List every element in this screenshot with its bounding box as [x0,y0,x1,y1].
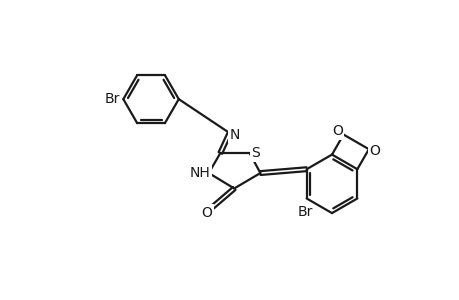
Text: Br: Br [105,92,120,106]
Text: NH: NH [189,166,209,180]
Text: S: S [251,146,260,160]
Text: O: O [369,144,380,158]
Text: Br: Br [297,205,312,219]
Text: O: O [331,124,342,139]
Text: O: O [201,206,212,220]
Text: N: N [230,128,240,142]
